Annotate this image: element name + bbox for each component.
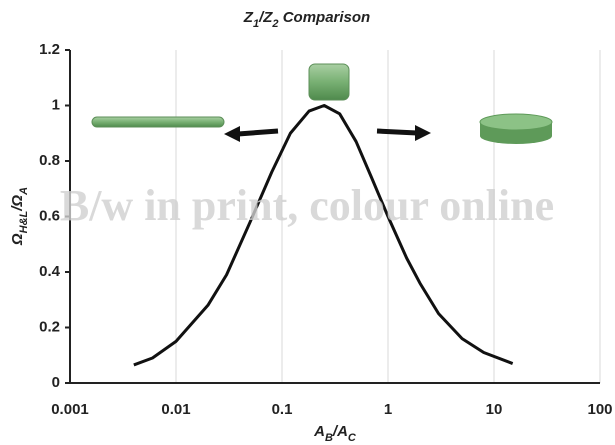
- plot-area: 0.001 0.01 0.1 1 10 100 0 0.2 0.4 0.6 0.8 1 1.2: [39, 41, 612, 418]
- text-part: /A: [332, 423, 348, 440]
- x-tick-label: 10: [486, 401, 503, 418]
- arrow-right: [376, 128, 418, 136]
- arrow-left-head: [224, 126, 240, 142]
- text-part: Comparison: [279, 9, 371, 26]
- x-tick-label: 0.001: [51, 401, 89, 418]
- text-part: A: [313, 423, 325, 440]
- subscript: A: [18, 187, 30, 196]
- y-tick-label: 1.2: [39, 41, 60, 58]
- y-tick-label: 1: [52, 96, 60, 113]
- text-part: Ω: [9, 233, 26, 246]
- subscript: B: [325, 432, 333, 444]
- watermark: B/w in print, colour online: [60, 181, 554, 230]
- cylinder-shape: [308, 63, 350, 101]
- line: [133, 104, 514, 367]
- disk-top: [479, 113, 553, 131]
- y-tick-label: 0.8: [39, 152, 60, 169]
- subscript: 2: [271, 18, 278, 30]
- chart-title: Z1/Z2 Comparison: [243, 9, 370, 30]
- rod-shape: [91, 116, 225, 128]
- illustrations: [91, 63, 553, 144]
- x-axis-label: AB/AC: [313, 423, 357, 444]
- disk-bottom: [480, 128, 552, 144]
- subscript: 1: [253, 18, 259, 30]
- text-part: /Ω: [9, 195, 26, 212]
- subscript: C: [348, 432, 357, 444]
- y-tick-label: 0.4: [39, 263, 61, 280]
- x-tick-label: 0.1: [272, 401, 293, 418]
- x-tick-label: 100: [587, 401, 612, 418]
- x-tick-label: 0.01: [161, 401, 190, 418]
- text-part: /Z: [258, 9, 273, 26]
- arrow-left: [237, 128, 279, 137]
- y-tick-label: 0.2: [39, 318, 60, 335]
- arrow-right-head: [415, 125, 431, 141]
- x-tick-label: 1: [384, 401, 392, 418]
- y-axis-label: ΩH&L/ΩA: [9, 187, 30, 246]
- text-part: Z: [243, 9, 254, 26]
- y-tick-label: 0.6: [39, 207, 60, 224]
- subscript: H&L: [18, 210, 30, 233]
- y-tick-label: 0: [52, 374, 60, 391]
